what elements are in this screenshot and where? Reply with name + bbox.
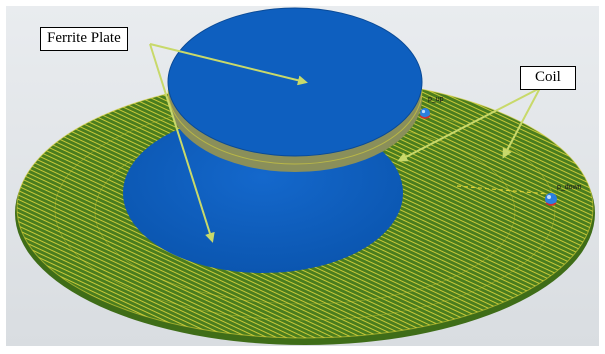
coil-arrow-inner bbox=[397, 87, 541, 162]
upper-ferrite-plate bbox=[167, 7, 423, 172]
sphere-port-icon bbox=[419, 108, 431, 119]
ferrite-arrow-lower bbox=[149, 43, 215, 243]
port-up-label: p_up bbox=[428, 96, 444, 103]
callout-arrows bbox=[149, 43, 541, 243]
coil-arrow-outer bbox=[502, 87, 541, 159]
port-down-feed-line bbox=[456, 185, 549, 195]
ferrite-arrow-upper bbox=[149, 43, 308, 86]
port-down-label: p_down bbox=[557, 184, 582, 191]
ferrite-plate-label: Ferrite Plate bbox=[40, 27, 128, 51]
coil-label: Coil bbox=[520, 66, 576, 90]
sphere-port-icon bbox=[545, 193, 557, 206]
